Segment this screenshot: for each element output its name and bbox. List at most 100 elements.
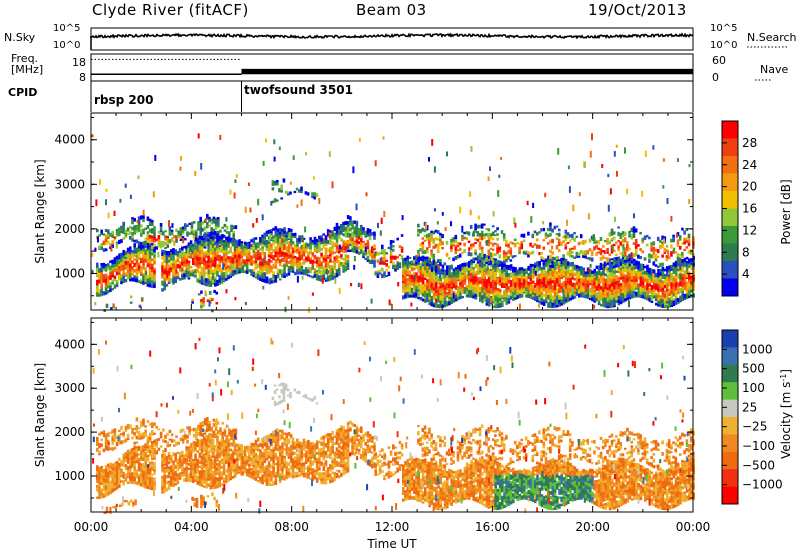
power-panel-cell: [236, 259, 239, 264]
power-panel-cell: [591, 273, 594, 278]
power-panel-cell: [300, 265, 304, 268]
power-panel-cell: [483, 283, 486, 287]
power-panel-cell: [485, 287, 489, 292]
velocity-panel-cell: [107, 486, 110, 490]
power-panel-cell: [479, 287, 482, 290]
power-panel-cell: [102, 276, 106, 280]
power-panel-cell: [181, 246, 184, 251]
power-panel-cell: [567, 267, 570, 271]
power-panel-cell: [140, 299, 144, 302]
power-panel-cell: [385, 263, 388, 267]
power-panel-cell: [560, 272, 563, 278]
velocity-panel-cell: [131, 480, 134, 484]
power-panel-cell: [340, 230, 343, 235]
power-panel-cell: [104, 248, 108, 252]
power-panel-cell: [181, 275, 184, 280]
power-panel-cell: [135, 247, 139, 251]
power-panel-cell: [578, 290, 581, 294]
power-panel-cell: [153, 226, 156, 229]
power-panel-cell: [615, 293, 618, 298]
power-panel-cell: [446, 293, 449, 296]
power-panel-cell: [424, 298, 427, 303]
power-panel-cell: [167, 267, 171, 272]
power-panel-cell: [632, 242, 636, 245]
power-panel-cell: [245, 250, 249, 254]
power-panel-cell: [580, 269, 583, 274]
power-panel-cell: [575, 281, 579, 285]
power-panel-cell: [263, 278, 267, 283]
power-panel-cell: [318, 277, 321, 282]
power-panel-cell: [263, 241, 267, 245]
power-panel-cell: [322, 260, 326, 263]
power-panel-cell: [665, 266, 669, 270]
power-panel-cell: [131, 260, 134, 264]
power-panel-cell: [681, 273, 684, 278]
power-panel-cell: [428, 284, 431, 288]
power-panel-cell: [684, 283, 687, 290]
power-panel-cell: [194, 258, 197, 263]
velocity-panel-cell: [140, 473, 143, 477]
power-panel-cell: [124, 279, 128, 283]
power-panel-cell: [201, 227, 205, 232]
power-panel-cell: [652, 269, 656, 274]
power-panel-cell: [483, 289, 486, 292]
power-panel-cell: [578, 270, 581, 276]
power-panel-cell: [340, 264, 343, 267]
power-panel-cell: [111, 259, 114, 263]
power-panel-cell: [146, 239, 150, 243]
power-panel-cell: [450, 242, 453, 246]
power-panel-cell: [231, 244, 235, 247]
power-panel-cell: [461, 274, 464, 278]
power-panel-cell: [660, 298, 663, 306]
velocity-panel-cell: [111, 482, 114, 486]
power-panel-cell: [410, 265, 414, 268]
power-panel-cell: [670, 244, 673, 249]
power-panel-cell: [315, 256, 319, 261]
power-panel-cell: [432, 240, 436, 244]
power-panel-cell: [496, 301, 500, 305]
power-panel-cell: [311, 242, 315, 245]
power-panel-cell: [670, 238, 673, 243]
power-panel-cell: [512, 291, 515, 296]
power-panel-cell: [432, 275, 436, 280]
power-panel-cell: [505, 272, 508, 275]
power-panel-cell: [586, 271, 590, 275]
power-panel-cell: [461, 295, 464, 299]
power-panel-cell: [142, 267, 145, 270]
power-panel-cell: [443, 274, 447, 278]
velocity-panel-cell: [100, 477, 103, 481]
power-panel-cell: [580, 281, 583, 285]
power-panel-cell: [628, 266, 632, 270]
power-panel-cell: [615, 259, 618, 264]
velocity-panel-cell: [98, 450, 101, 454]
power-panel-cell: [597, 287, 601, 291]
power-panel-cell: [652, 288, 656, 293]
power-panel-cell: [311, 259, 315, 264]
velocity-panel-cell: [126, 455, 130, 459]
power-panel-cell: [176, 263, 180, 267]
power-panel-cell: [285, 231, 289, 236]
power-panel-cell: [432, 281, 436, 284]
power-panel-cell: [494, 300, 497, 305]
power-panel-cell: [450, 293, 453, 297]
noise-ytick-left: 10^0: [53, 40, 80, 51]
power-panel-cell: [153, 257, 156, 262]
power-panel-cell: [553, 275, 557, 280]
power-panel-cell: [204, 218, 207, 222]
power-panel-cell: [626, 188, 629, 195]
power-panel-cell: [479, 272, 482, 275]
power-panel-cell: [333, 256, 337, 260]
power-panel-cell: [157, 251, 160, 258]
power-panel-cell: [525, 280, 528, 284]
power-panel-cell: [144, 241, 147, 246]
power-panel-cell: [163, 281, 166, 284]
power-panel-cell: [613, 289, 616, 293]
power-panel-cell: [216, 233, 219, 238]
velocity-panel-cell: [144, 443, 147, 448]
power-panel-cell: [474, 284, 478, 288]
velocity-panel-cell: [113, 482, 117, 486]
power-panel-cell: [148, 255, 152, 259]
power-panel-cell: [490, 261, 493, 265]
power-panel-cell: [545, 297, 548, 301]
power-panel-cell: [485, 261, 488, 265]
